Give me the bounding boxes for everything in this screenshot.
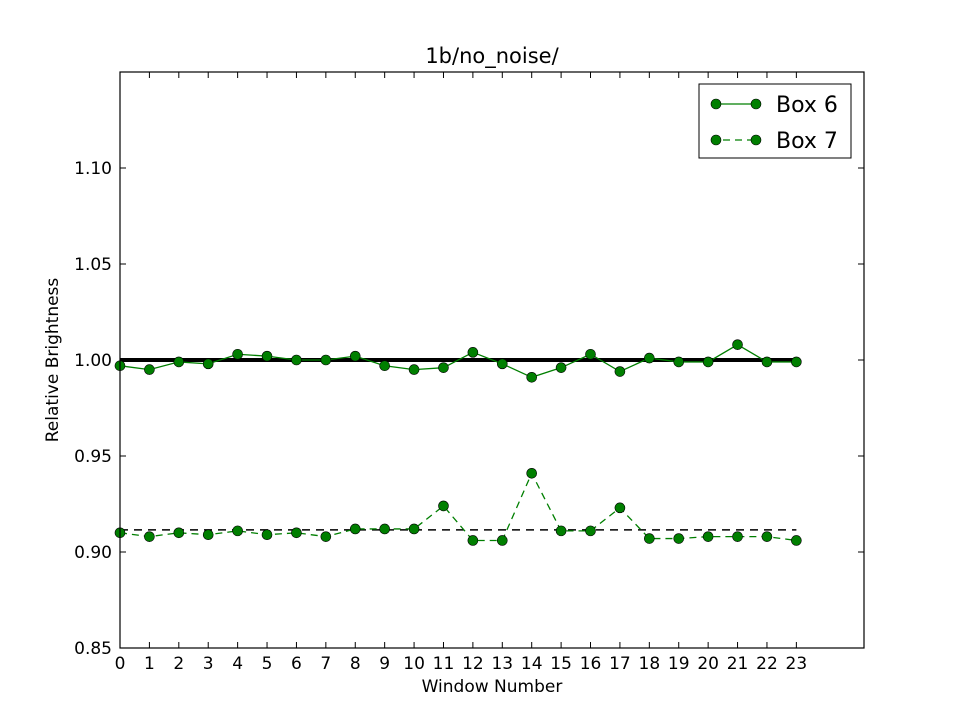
data-point-box-7 <box>585 525 596 537</box>
data-point-box-6 <box>496 358 508 370</box>
x-tick-label: 19 <box>668 654 690 674</box>
data-point-box-7 <box>644 533 655 544</box>
data-point-box-7 <box>732 531 743 542</box>
data-point-box-6 <box>673 356 685 368</box>
x-tick-label: 18 <box>639 654 661 674</box>
plot-frame <box>119 71 865 649</box>
data-point-box-7 <box>791 535 802 546</box>
data-point-box-7 <box>379 523 390 535</box>
x-axis-label: Window Number <box>422 677 563 697</box>
x-tick-label: 5 <box>262 654 273 674</box>
data-point-box-6 <box>791 356 802 368</box>
data-point-box-7 <box>173 527 185 539</box>
data-point-box-7 <box>232 525 243 537</box>
legend-label-box-7: Box 7 <box>776 129 838 154</box>
ticks-layer: 0 1 2 3 4 5 6 7 8 9 10 11 12 13 14 15 16 17 18 19 20 21 22 230.… <box>74 72 864 674</box>
data-point-box-6 <box>291 354 302 366</box>
legend-frame <box>698 83 852 159</box>
x-tick-label: 10 <box>403 654 425 674</box>
x-tick-label: 15 <box>550 654 572 674</box>
x-tick-label: 20 <box>697 654 719 674</box>
y-tick-label: 1.00 <box>74 351 112 371</box>
x-tick-label: 1 <box>144 654 155 674</box>
data-point-box-6 <box>261 350 273 362</box>
data-point-box-6 <box>408 364 420 375</box>
data-point-box-7 <box>438 500 449 512</box>
x-tick-label: 11 <box>433 654 455 674</box>
x-tick-label: 8 <box>350 654 361 674</box>
x-tick-label: 3 <box>203 654 214 674</box>
data-point-box-6 <box>702 356 714 368</box>
y-axis-label: Relative Brightness <box>43 278 63 443</box>
data-point-box-7 <box>408 523 420 535</box>
x-tick-label: 21 <box>727 654 749 674</box>
data-point-box-7 <box>526 467 537 479</box>
data-point-box-6 <box>438 362 449 373</box>
data-point-box-7 <box>144 531 155 542</box>
data-point-box-6 <box>526 371 537 383</box>
data-point-box-6 <box>585 348 596 360</box>
data-point-box-7 <box>496 535 508 546</box>
x-tick-label: 2 <box>173 654 184 674</box>
data-point-box-6 <box>614 366 626 377</box>
data-point-box-7 <box>261 529 273 541</box>
data-point-box-6 <box>232 348 243 360</box>
y-tick-label: 0.85 <box>74 639 112 659</box>
y-tick-label: 1.05 <box>74 255 112 275</box>
legend-marker-box-6 <box>710 98 722 110</box>
data-point-box-6 <box>555 362 567 373</box>
x-tick-label: 14 <box>521 654 543 674</box>
legend: Box 6 Box 7 <box>698 83 852 159</box>
x-tick-label: 6 <box>291 654 302 674</box>
data-point-box-7 <box>555 525 567 537</box>
data-point-box-7 <box>761 531 773 542</box>
x-tick-label: 17 <box>609 654 631 674</box>
data-point-box-6 <box>202 358 214 370</box>
data-point-box-7 <box>202 529 214 541</box>
x-tick-label: 12 <box>462 654 484 674</box>
data-point-box-6 <box>173 356 185 368</box>
data-point-box-7 <box>291 527 302 539</box>
data-point-box-7 <box>702 531 714 542</box>
data-point-box-6 <box>732 339 743 350</box>
data-point-box-6 <box>644 352 655 364</box>
y-tick-label: 1.10 <box>74 159 112 179</box>
data-point-box-6 <box>349 350 361 362</box>
data-point-box-7 <box>349 523 361 535</box>
x-tick-label: 22 <box>756 654 778 674</box>
x-tick-label: 23 <box>786 654 808 674</box>
legend-marker-box-7 <box>710 134 722 146</box>
x-tick-label: 0 <box>115 654 126 674</box>
x-tick-label: 13 <box>491 654 513 674</box>
data-point-box-6 <box>379 360 390 372</box>
data-point-box-7 <box>467 535 479 546</box>
x-tick-label: 4 <box>232 654 243 674</box>
data-point-box-7 <box>614 502 626 514</box>
x-tick-label: 7 <box>320 654 331 674</box>
chart-title: 1b/no_noise/ <box>425 44 559 69</box>
data-point-box-7 <box>320 531 332 542</box>
series-layer <box>114 339 802 546</box>
data-point-box-6 <box>761 356 773 368</box>
legend-marker-box-7 <box>750 134 762 146</box>
x-tick-label: 16 <box>580 654 602 674</box>
x-tick-label: 9 <box>379 654 390 674</box>
data-point-box-6 <box>144 364 155 375</box>
legend-label-box-6: Box 6 <box>776 93 838 118</box>
y-tick-label: 0.95 <box>74 447 112 467</box>
legend-marker-box-6 <box>750 98 762 110</box>
data-point-box-6 <box>320 354 332 366</box>
data-point-box-7 <box>673 533 685 544</box>
y-tick-label: 0.90 <box>74 543 112 563</box>
data-point-box-6 <box>467 347 479 358</box>
